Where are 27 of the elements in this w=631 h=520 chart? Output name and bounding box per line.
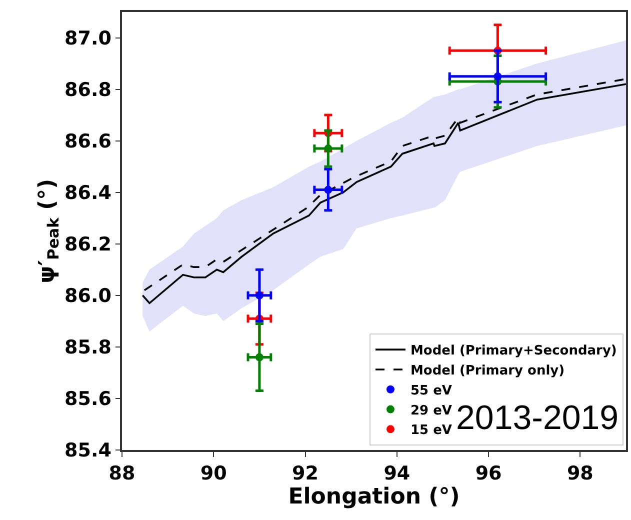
- legend-label: 29 eV: [410, 403, 452, 418]
- y-tick-label: 86.0: [64, 285, 112, 308]
- point: [255, 353, 264, 362]
- y-tick-label: 87.0: [64, 27, 112, 50]
- x-tick-label: 96: [475, 462, 502, 485]
- point: [324, 144, 332, 153]
- legend-label: 55 eV: [410, 383, 452, 398]
- legend-label: Model (Primary only): [410, 364, 565, 379]
- x-tick-label: 98: [566, 462, 594, 485]
- y-tick-label: 86.6: [64, 130, 112, 152]
- y-tick-label: 85.8: [64, 336, 112, 359]
- x-tick-label: 92: [292, 462, 318, 485]
- point: [324, 186, 332, 194]
- point: [255, 291, 264, 300]
- point: [494, 72, 502, 80]
- legend-label: 15 eV: [410, 423, 452, 438]
- annotation: 2013-2019: [456, 399, 619, 437]
- y-tick-label: 86.2: [64, 234, 112, 256]
- y-tick-label: 85.6: [64, 388, 112, 410]
- y-tick-label: 86.4: [64, 182, 112, 204]
- x-tick-label: 88: [108, 462, 136, 485]
- y-tick-label: 86.8: [64, 78, 112, 101]
- x-tick-label: 90: [200, 462, 227, 485]
- x-axis-title: Elongation (°): [288, 484, 460, 510]
- y-tick-label: 85.4: [64, 440, 112, 462]
- x-tick-label: 94: [384, 462, 410, 485]
- legend-label: Model (Primary+Secondary): [410, 344, 617, 359]
